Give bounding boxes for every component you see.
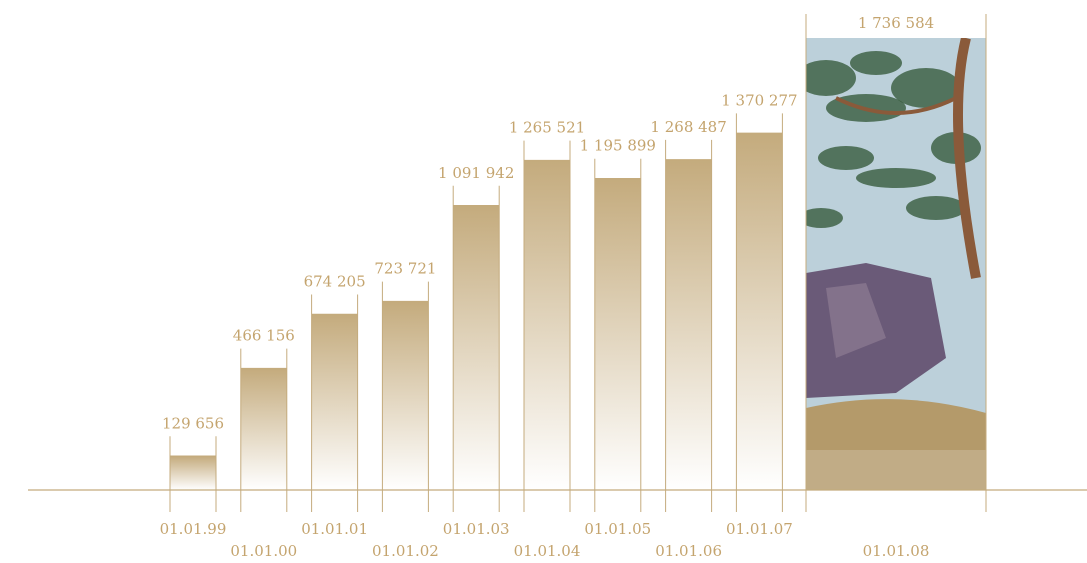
category-label: 01.01.01 [301,520,368,538]
bar [170,456,216,490]
painting-foliage [906,196,966,220]
category-label: 01.01.05 [584,520,651,538]
category-label: 01.01.00 [230,542,297,560]
bar [594,178,641,490]
painting-foliage [850,51,902,75]
value-label: 1 091 942 [438,164,514,182]
category-label: 01.01.04 [514,542,581,560]
bar [240,368,287,490]
value-label: 1 268 487 [650,118,726,136]
bar [665,159,712,491]
labels-layer: 129 656 01.01.99 466 156 01.01.00 674 205 01.… [160,14,935,560]
value-label: 1 195 899 [580,137,656,155]
painting-foliage [856,168,936,188]
value-label: 1 370 277 [721,91,797,109]
painting-rock-highlight [826,283,886,358]
value-label: 1 736 584 [858,14,934,32]
bar [311,314,358,490]
value-label: 129 656 [162,414,224,432]
category-label: 01.01.02 [372,542,439,560]
painting-foliage [806,208,843,228]
painting-trunk [953,38,981,279]
painting-foliage [818,146,874,170]
value-label: 1 265 521 [509,119,585,137]
painting-foliage [891,68,961,108]
category-label: 01.01.06 [655,542,722,560]
bar-painting [806,38,986,490]
bar [736,133,783,491]
category-label: 01.01.99 [160,520,227,538]
value-label: 466 156 [233,327,295,345]
bar [382,301,429,490]
painting-foreground [806,450,986,490]
value-label: 723 721 [374,260,436,278]
painting-branch [835,96,957,115]
bar [453,205,500,490]
category-label: 01.01.03 [443,520,510,538]
bar [524,160,570,490]
value-label: 674 205 [304,273,366,291]
category-label: 01.01.07 [726,520,793,538]
painting-foliage [806,60,856,96]
bars-layer [169,14,987,512]
category-label: 01.01.08 [863,542,930,560]
